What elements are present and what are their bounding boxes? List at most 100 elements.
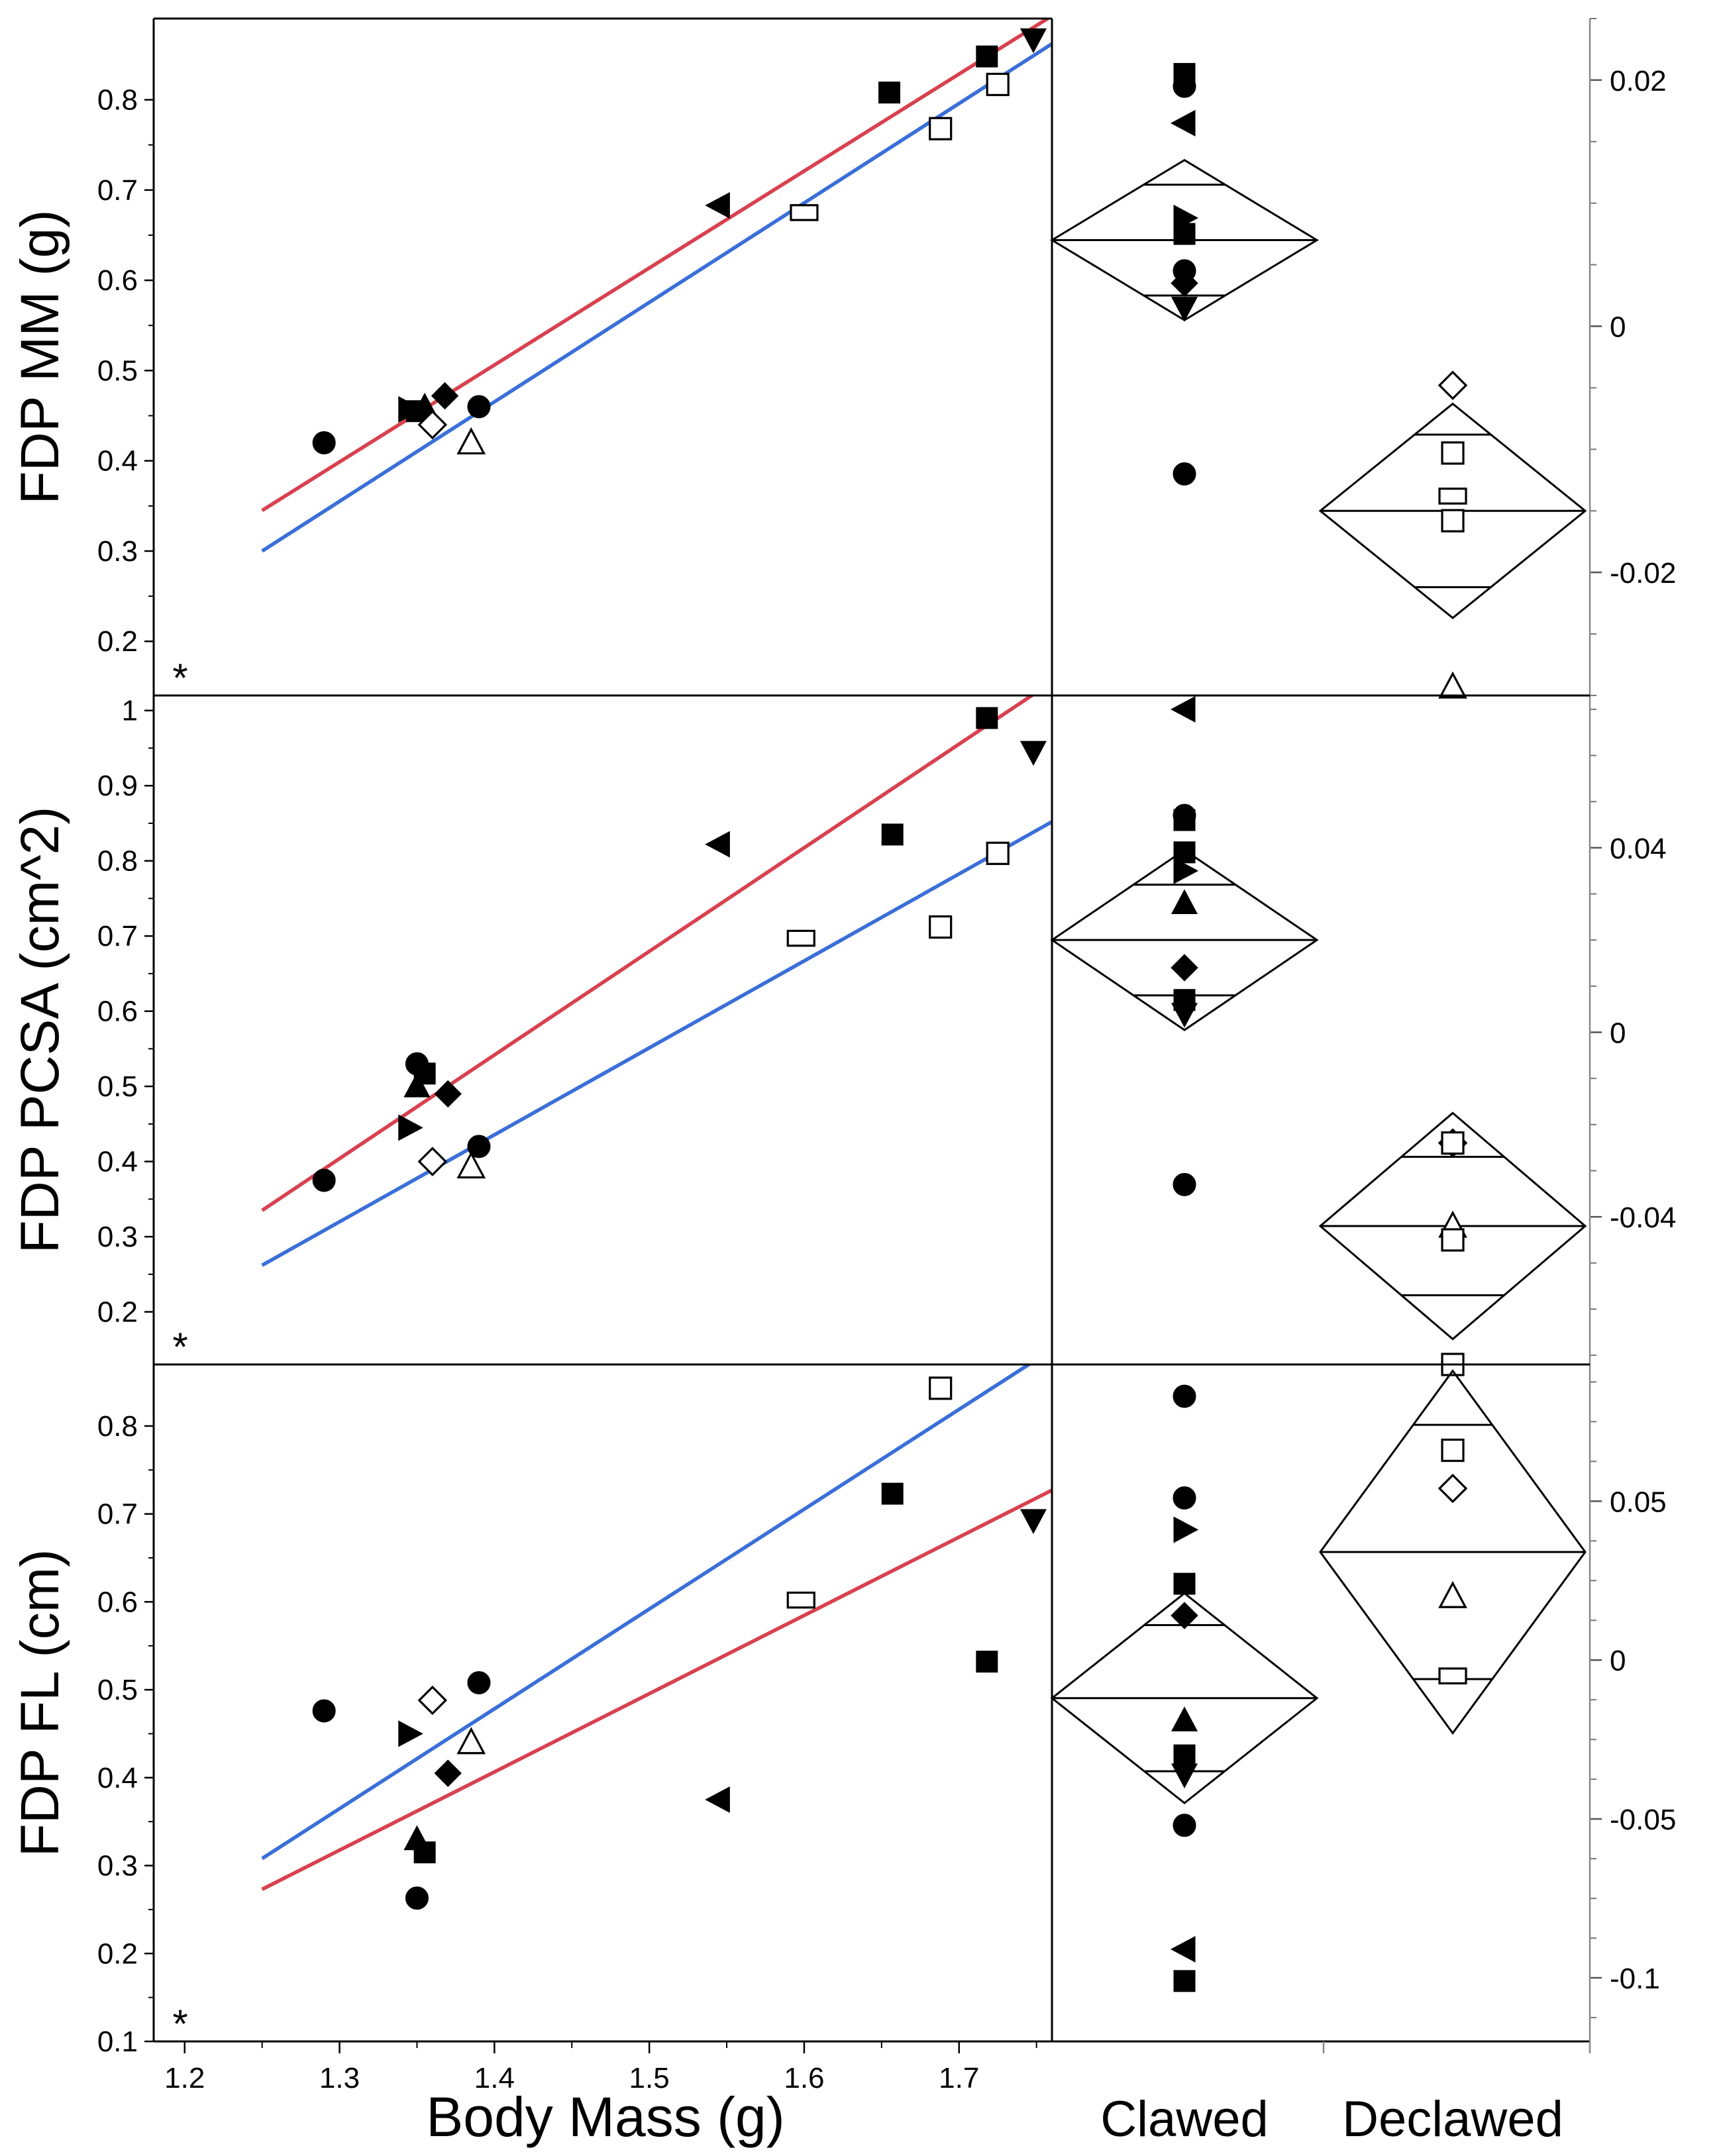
residual-point-clawed bbox=[1173, 74, 1196, 98]
point-clawed bbox=[413, 1841, 436, 1864]
point-clawed bbox=[403, 1072, 431, 1098]
y-tick-label: 0.7 bbox=[97, 920, 138, 952]
significance-marker: * bbox=[172, 1325, 187, 1369]
group-label-clawed: Clawed bbox=[1100, 2091, 1268, 2147]
significance-marker: * bbox=[172, 656, 187, 700]
x-axis-title: Body Mass (g) bbox=[426, 2086, 785, 2148]
mean-diamond-declawed bbox=[1318, 402, 1587, 619]
residual-point-clawed bbox=[1171, 1003, 1198, 1028]
point-declawed bbox=[417, 409, 448, 440]
residual-point-clawed bbox=[1173, 1744, 1196, 1767]
residual-point-declawed bbox=[1441, 1228, 1465, 1252]
fit-line-clawed bbox=[261, 19, 1051, 512]
residual-point-clawed bbox=[1171, 1763, 1198, 1789]
x-tick-label: 1.3 bbox=[319, 2062, 360, 2094]
y-tick-label: 0.8 bbox=[97, 84, 138, 117]
residual-y-tick-label: 0 bbox=[1610, 1645, 1626, 1677]
y-tick-label: 0.3 bbox=[97, 1850, 138, 1882]
residual-point-clawed bbox=[1171, 1706, 1198, 1731]
point-clawed bbox=[878, 81, 901, 104]
point-declawed bbox=[929, 915, 953, 939]
point-declawed bbox=[986, 841, 1010, 865]
residual-y-tick-label: 0.04 bbox=[1610, 833, 1667, 865]
residual-point-clawed bbox=[1171, 269, 1198, 297]
residual-point-clawed bbox=[1173, 1516, 1199, 1543]
point-declawed bbox=[786, 1591, 815, 1609]
point-clawed bbox=[312, 1699, 336, 1723]
residual-point-clawed bbox=[1173, 1970, 1196, 1992]
residual-point-clawed bbox=[1171, 954, 1198, 982]
y-tick-label: 0.5 bbox=[97, 1070, 138, 1103]
mean-diamond-declawed bbox=[1318, 1111, 1587, 1341]
residual-point-declawed bbox=[1441, 509, 1465, 533]
group-label-declawed: Declawed bbox=[1342, 2091, 1563, 2147]
x-tick-label: 1.4 bbox=[474, 2062, 515, 2094]
x-tick-label: 1.6 bbox=[784, 2062, 824, 2094]
y-tick-label: 0.6 bbox=[97, 996, 138, 1028]
point-clawed bbox=[976, 45, 998, 68]
y-tick-label: 0.8 bbox=[97, 845, 138, 878]
point-declawed bbox=[417, 1147, 448, 1176]
point-clawed bbox=[881, 1482, 904, 1505]
residual-y-tick-label: -0.02 bbox=[1610, 557, 1676, 590]
residual-y-tick-label: 0.05 bbox=[1610, 1486, 1667, 1518]
y-tick-label: 0.4 bbox=[97, 1762, 138, 1794]
y-tick-label: 0.1 bbox=[97, 2026, 138, 2058]
x-tick-label: 1.2 bbox=[164, 2062, 205, 2094]
point-clawed bbox=[976, 1651, 998, 1673]
residual-point-declawed bbox=[1438, 1580, 1467, 1608]
y-tick-label: 0.6 bbox=[97, 264, 138, 297]
point-declawed bbox=[929, 1376, 953, 1400]
y-tick-label: 0.5 bbox=[97, 1674, 138, 1706]
y-tick-label: 0.6 bbox=[97, 1586, 138, 1618]
panel-pcsa: 0.2 0.3 0.4 0.5 0.6 0.7 0.8 0.9 1 FDP PCSA (cm^2)… bbox=[10, 695, 1676, 1376]
x-tick-label: 1.7 bbox=[939, 2062, 979, 2094]
y-tick-label: 0.4 bbox=[97, 445, 138, 478]
residual-point-declawed bbox=[1438, 671, 1467, 699]
point-declawed bbox=[786, 929, 815, 947]
point-declawed bbox=[790, 204, 819, 221]
mean-diamond-declawed bbox=[1319, 1369, 1587, 1735]
residual-y-tick-label: 0 bbox=[1610, 311, 1626, 344]
point-clawed bbox=[705, 831, 730, 858]
residual-point-declawed bbox=[1438, 488, 1467, 505]
panel-fl: 0.1 0.2 0.3 0.4 0.5 0.6 0.7 0.8 FDP FL (cm) * -0.1… bbox=[10, 1364, 1676, 2058]
y-tick-label: 0.5 bbox=[97, 354, 138, 387]
point-clawed bbox=[467, 1670, 491, 1694]
point-declawed bbox=[417, 1685, 448, 1716]
point-declawed bbox=[456, 427, 486, 455]
point-clawed bbox=[705, 1786, 730, 1814]
point-clawed bbox=[312, 1168, 336, 1192]
residual-point-clawed bbox=[1171, 297, 1198, 322]
significance-marker: * bbox=[172, 2002, 187, 2046]
point-clawed bbox=[398, 1720, 423, 1747]
residual-point-clawed bbox=[1171, 889, 1198, 914]
point-clawed bbox=[312, 431, 336, 454]
fit-line-declawed bbox=[261, 820, 1052, 1267]
residual-point-clawed bbox=[1173, 809, 1196, 831]
point-clawed bbox=[434, 1080, 462, 1108]
residual-point-clawed bbox=[1173, 857, 1199, 884]
residual-point-clawed bbox=[1173, 462, 1196, 486]
point-clawed bbox=[405, 1886, 429, 1910]
point-clawed bbox=[467, 395, 491, 419]
fit-line-declawed bbox=[261, 1364, 1033, 1861]
point-clawed bbox=[431, 382, 459, 410]
residual-point-clawed bbox=[1170, 1935, 1196, 1963]
residual-y-tick-label: -0.1 bbox=[1610, 1963, 1660, 1995]
residual-y-tick-label: -0.04 bbox=[1610, 1202, 1676, 1234]
y-axis-title: FDP FL (cm) bbox=[10, 1549, 70, 1857]
residual-point-declawed bbox=[1441, 1438, 1465, 1463]
point-clawed bbox=[881, 823, 904, 846]
point-clawed bbox=[1020, 1509, 1047, 1534]
residual-point-clawed bbox=[1170, 695, 1196, 723]
residual-point-declawed bbox=[1438, 1473, 1468, 1504]
y-tick-label: 0.8 bbox=[97, 1410, 138, 1443]
point-clawed bbox=[705, 192, 730, 219]
point-clawed bbox=[398, 1114, 423, 1141]
residual-y-tick-label: 0.02 bbox=[1610, 65, 1667, 97]
residual-point-clawed bbox=[1170, 109, 1196, 136]
residual-point-declawed bbox=[1438, 1667, 1467, 1685]
